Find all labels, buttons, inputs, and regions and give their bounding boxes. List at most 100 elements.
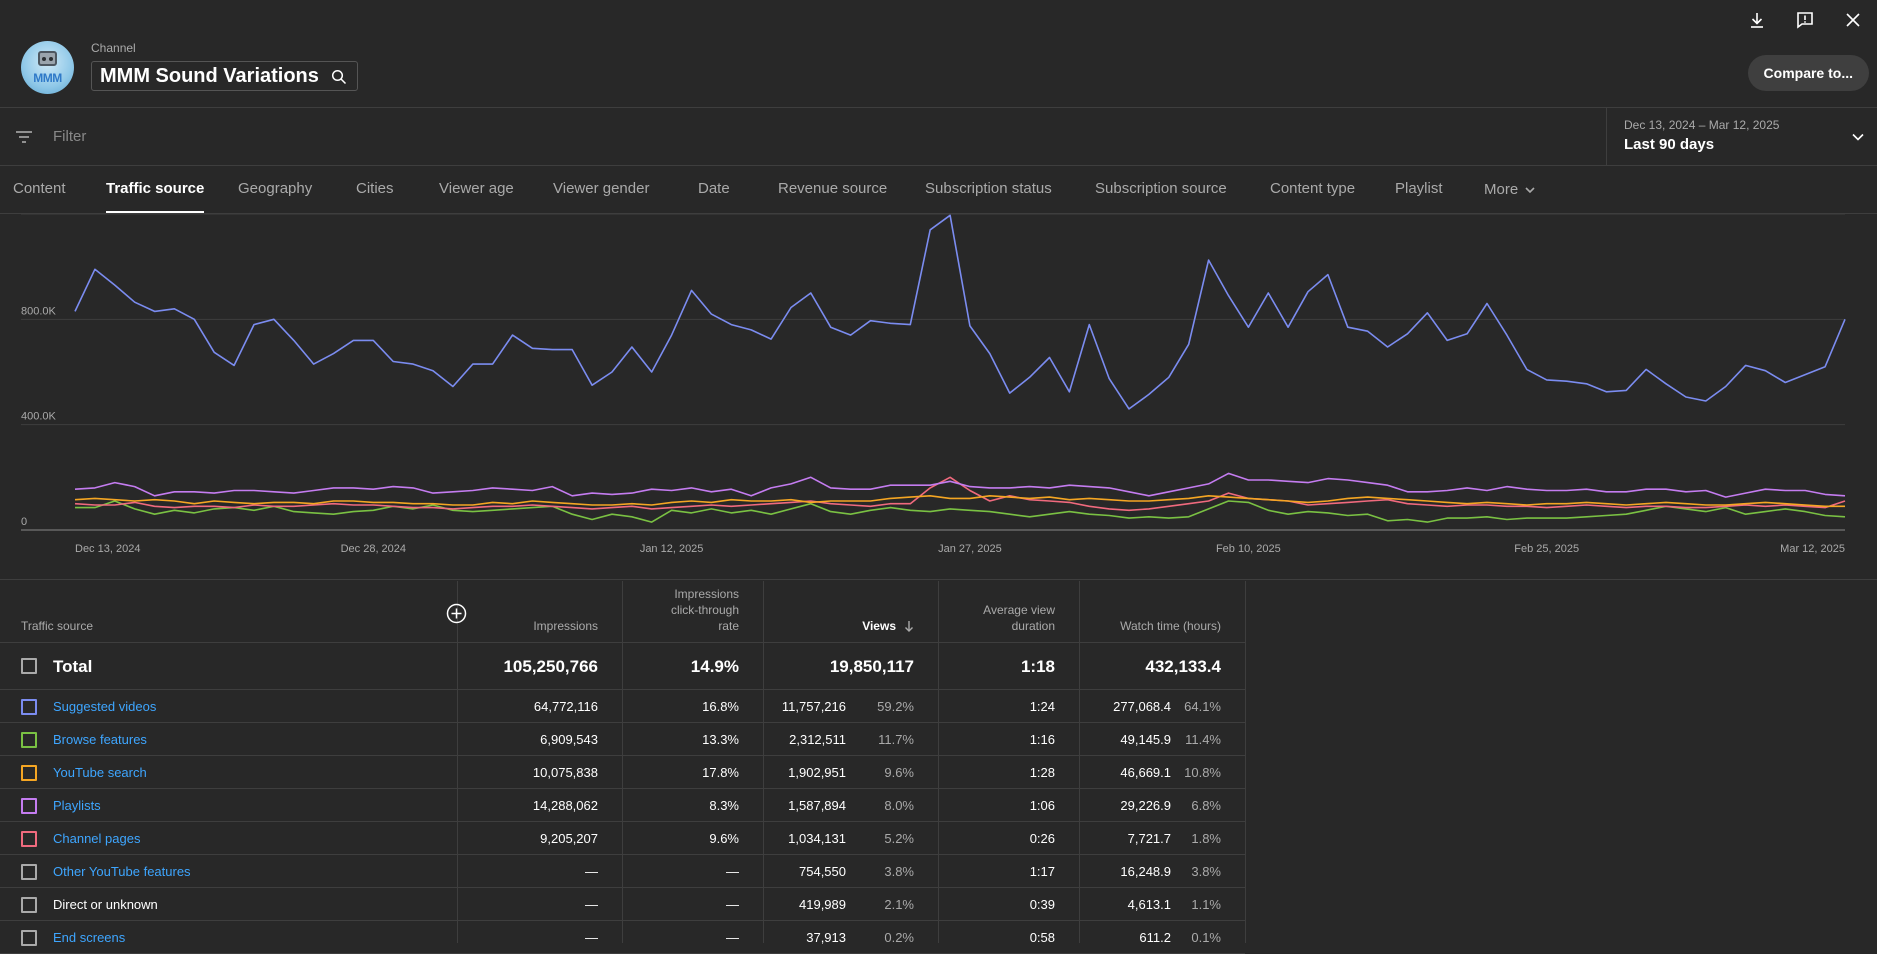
channel-selector[interactable]: MMM Sound Variations	[91, 61, 358, 91]
cell-ctr: —	[726, 897, 739, 912]
cell-watch-time: 49,145.9	[1120, 732, 1171, 747]
x-tick-label: Dec 13, 2024	[75, 543, 140, 555]
series-line-browse-features[interactable]	[75, 500, 1846, 523]
cell-impressions: —	[585, 930, 598, 945]
feedback-icon[interactable]	[1781, 8, 1829, 32]
cell-watch-time: 7,721.7	[1127, 831, 1171, 846]
cell-watch-time: 4,613.1	[1127, 897, 1171, 912]
cell-views: 1,587,894	[788, 798, 846, 813]
total-impressions: 105,250,766	[503, 657, 598, 676]
tab-revenue-source[interactable]: Revenue source	[778, 180, 888, 197]
tab-subscription-status[interactable]: Subscription status	[925, 180, 1052, 197]
cell-watch-time: 29,226.9	[1120, 798, 1171, 813]
cell-impressions: 9,205,207	[540, 831, 598, 846]
row-name[interactable]: Channel pages	[53, 831, 141, 846]
cell-watch-time: 611.2	[1139, 930, 1171, 945]
checkbox[interactable]	[21, 831, 37, 847]
tab-playlist[interactable]: Playlist	[1395, 180, 1443, 197]
header-views-label: Views	[862, 619, 896, 633]
filter-icon[interactable]	[15, 128, 33, 146]
report-tabs: Content Traffic source Geography Cities …	[0, 166, 1877, 214]
series-line-youtube-search[interactable]	[74, 494, 1845, 508]
tab-content[interactable]: Content	[13, 180, 66, 197]
checkbox[interactable]	[21, 658, 37, 674]
date-range-text: Dec 13, 2024 – Mar 12, 2025	[1624, 118, 1780, 132]
tab-content-type[interactable]: Content type	[1270, 180, 1356, 197]
x-tick-label: Feb 25, 2025	[1514, 543, 1579, 555]
filter-input[interactable]: Filter	[53, 128, 87, 145]
tab-more-label: More	[1484, 181, 1519, 198]
download-icon[interactable]	[1733, 8, 1781, 32]
channel-header: MMM Channel MMM Sound Variations Compare…	[0, 0, 1877, 108]
header-watch-time[interactable]: Watch time (hours)	[1120, 619, 1221, 633]
tab-subscription-source[interactable]: Subscription source	[1095, 180, 1227, 197]
tab-date[interactable]: Date	[698, 180, 730, 197]
tab-geography[interactable]: Geography	[238, 180, 313, 197]
checkbox[interactable]	[21, 732, 37, 748]
checkbox[interactable]	[21, 765, 37, 781]
header-impressions[interactable]: Impressions	[533, 619, 598, 633]
table-row-total: Total 105,250,766 14.9% 19,850,117 1:18 …	[0, 643, 1245, 690]
tab-viewer-gender[interactable]: Viewer gender	[553, 180, 650, 197]
cell-watch-pct: 0.1%	[1191, 930, 1221, 945]
cell-watch-pct: 10.8%	[1184, 765, 1221, 780]
row-name[interactable]: End screens	[53, 930, 126, 945]
checkbox[interactable]	[21, 798, 37, 814]
table-row: Playlists 14,288,062 8.3% 1,587,894 8.0% 1:06…	[0, 789, 1245, 822]
cell-views: 11,757,216	[781, 699, 846, 714]
search-icon[interactable]	[331, 69, 347, 85]
checkbox[interactable]	[21, 897, 37, 913]
row-name[interactable]: Browse features	[53, 732, 147, 747]
cell-ctr: 8.3%	[709, 798, 739, 813]
channel-label: Channel	[91, 41, 136, 55]
close-icon[interactable]	[1829, 8, 1877, 32]
cell-avd: 1:28	[1029, 765, 1055, 780]
row-name[interactable]: Playlists	[53, 798, 101, 813]
cell-views-pct: 5.2%	[884, 831, 914, 846]
row-name[interactable]: Suggested videos	[53, 699, 157, 714]
total-avd: 1:18	[1020, 657, 1055, 676]
window-actions	[1733, 8, 1877, 32]
tab-traffic-source[interactable]: Traffic source	[106, 166, 205, 214]
cell-views: 1,902,951	[788, 765, 846, 780]
cell-views-pct: 8.0%	[884, 798, 914, 813]
checkbox[interactable]	[21, 930, 37, 946]
series-line-playlists[interactable]	[74, 472, 1846, 498]
cell-impressions: 6,909,543	[540, 732, 598, 747]
tab-more[interactable]: More	[1484, 166, 1536, 214]
sort-down-icon	[905, 621, 913, 632]
date-range-picker[interactable]: Dec 13, 2024 – Mar 12, 2025 Last 90 days	[1606, 108, 1877, 166]
series-line-suggested-videos[interactable]	[74, 214, 1846, 410]
cell-views-pct: 3.8%	[884, 864, 914, 879]
cell-avd: 0:58	[1029, 930, 1055, 945]
header-ctr-line2: click-through	[670, 603, 739, 617]
cell-views-pct: 9.6%	[884, 765, 914, 780]
x-tick-label: Mar 12, 2025	[1780, 543, 1845, 555]
series-line-channel-pages[interactable]	[74, 476, 1846, 512]
add-metric-icon[interactable]	[446, 603, 467, 624]
cell-watch-time: 46,669.1	[1120, 765, 1171, 780]
tab-cities[interactable]: Cities	[356, 180, 394, 197]
header-views[interactable]: Views	[862, 618, 914, 634]
cell-ctr: 9.6%	[709, 831, 739, 846]
compare-button[interactable]: Compare to...	[1747, 55, 1869, 91]
row-name[interactable]: YouTube search	[53, 765, 147, 780]
total-views: 19,850,117	[829, 657, 914, 676]
y-tick-label: 800.0K	[21, 305, 57, 317]
cell-impressions: 14,288,062	[532, 798, 598, 813]
checkbox[interactable]	[21, 864, 37, 880]
header-avd[interactable]: Average view duration	[983, 602, 1055, 634]
y-tick-label: 0	[21, 516, 27, 528]
cell-views-pct: 0.2%	[884, 930, 914, 945]
cell-avd: 1:06	[1029, 798, 1055, 813]
row-name[interactable]: Other YouTube features	[53, 864, 191, 879]
header-ctr[interactable]: Impressions click-through rate	[671, 586, 739, 634]
robot-logo-icon	[38, 51, 57, 66]
checkbox[interactable]	[21, 699, 37, 715]
tab-viewer-age[interactable]: Viewer age	[439, 180, 514, 197]
filter-bar: Filter Dec 13, 2024 – Mar 12, 2025 Last …	[0, 108, 1877, 166]
chevron-down-icon	[1852, 133, 1864, 141]
cell-avd: 1:16	[1029, 732, 1055, 747]
cell-avd: 0:26	[1029, 831, 1055, 846]
